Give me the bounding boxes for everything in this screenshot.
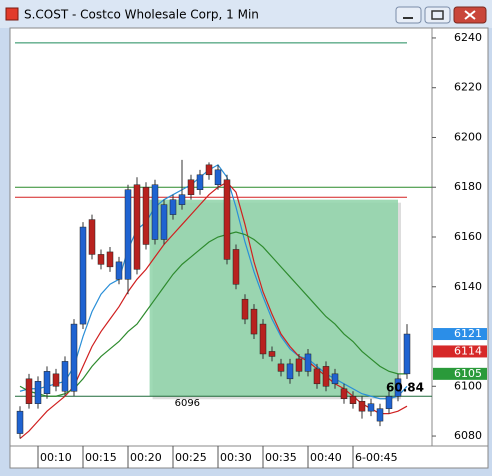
candle-body [88,219,96,255]
candle-body [241,298,249,320]
x-tick-label: 00:10 [40,451,72,464]
price-label-bg [433,328,487,341]
price-label: 6114 [454,344,482,357]
candle-body [106,251,114,268]
candle-body [34,381,42,404]
annotation: 60.84 [386,381,424,395]
plot-layer [15,42,432,439]
candle-body [259,323,267,355]
y-tick-label: 6240 [454,31,482,44]
candle-body [232,249,240,285]
y-tick-label: 6220 [454,81,482,94]
candle-body [286,363,294,380]
candle-body [331,373,339,385]
moving-average [19,231,407,397]
moving-average [19,164,408,400]
candle-body [376,408,384,422]
candle-body [223,179,231,260]
candle-body [115,261,123,280]
y-tick-label: 6140 [454,280,482,293]
x-tick-label: 00:30 [220,451,252,464]
window-title: S.COST - Costco Wholesale Corp, 1 Min [24,8,259,22]
candle-body [304,353,312,372]
candle-body [196,174,204,190]
candle-body [151,184,159,240]
candle-body [250,308,258,335]
zone [149,199,398,397]
candle-body [403,333,411,375]
x-tick-label: 00:40 [310,451,342,464]
candle-body [16,410,24,434]
price-label-bg [433,367,487,380]
candle-body [43,371,51,395]
candle-body [349,395,357,404]
candle-body [295,358,303,372]
time-axis [9,445,489,469]
candle-body [79,226,87,325]
price-label: 6121 [454,327,482,340]
candle-body [313,368,321,385]
candle-body [322,366,330,387]
x-tick-label: 00:25 [175,451,207,464]
candle-body [169,199,177,215]
y-tick-label: 6200 [454,130,482,143]
candle-body [97,254,105,265]
candle-body [133,184,141,270]
candle-body [205,164,213,176]
close-icon [464,10,476,20]
maximize-button[interactable] [424,6,451,24]
minimize-button[interactable] [395,6,422,24]
price-label-bg [433,345,487,358]
window-buttons [395,6,487,24]
candle-body [61,361,69,392]
x-tick-label: 00:35 [265,451,297,464]
candle-body [142,186,150,245]
maximize-icon [431,10,444,20]
candle-body [187,179,195,195]
candle-body [25,378,33,404]
candle-body [52,373,60,387]
candle-body [214,169,222,185]
y-tick-label: 6100 [454,379,482,392]
candle-body [124,189,132,280]
candle-body [358,400,366,412]
candle-body [340,388,348,399]
candle-body [70,323,78,392]
moving-average [19,181,408,439]
candle-body [367,403,375,412]
price-label: 6105 [454,367,482,380]
x-tick-label: 00:20 [130,451,162,464]
y-tick-label: 6080 [454,429,482,442]
candle-body [385,395,393,409]
candle-body [268,351,276,357]
y-tick-label: 6160 [454,230,482,243]
y-tick-label: 6180 [454,180,482,193]
app-icon [5,7,19,21]
candle-body [160,204,168,240]
candle-body [394,378,402,397]
x-tick-label: 00:15 [85,451,117,464]
annotation: 6096 [175,398,200,409]
x-tick-label: 6-00:45 [355,451,398,464]
candle-body [178,194,186,205]
candle-body [277,363,285,372]
